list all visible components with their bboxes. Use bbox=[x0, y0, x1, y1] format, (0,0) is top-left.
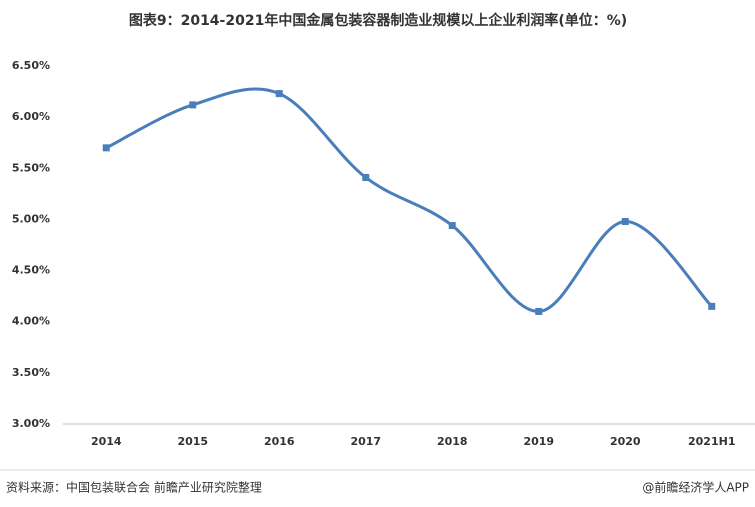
x-tick-label: 2017 bbox=[350, 435, 381, 448]
x-tick-label: 2016 bbox=[264, 435, 295, 448]
y-tick-label: 3.00% bbox=[12, 417, 50, 430]
source: 资料来源：中国包装联合会 前瞻产业研究院整理 bbox=[6, 480, 262, 495]
marker bbox=[708, 302, 716, 310]
credit: @前瞻经济学人APP bbox=[642, 480, 749, 495]
marker bbox=[362, 173, 370, 181]
x-tick-label: 2015 bbox=[177, 435, 208, 448]
y-tick-label: 6.00% bbox=[12, 110, 50, 123]
marker bbox=[275, 90, 283, 98]
line bbox=[105, 87, 713, 313]
marker bbox=[189, 101, 197, 109]
x-tick-label: 2018 bbox=[437, 435, 468, 448]
y-tick-label: 6.50% bbox=[12, 59, 50, 72]
y-tick-label: 5.00% bbox=[12, 212, 50, 225]
marker bbox=[102, 144, 110, 152]
marker bbox=[448, 222, 456, 230]
x-tick-label: 2021H1 bbox=[688, 435, 735, 448]
chart-title: 图表9：2014-2021年中国金属包装容器制造业规模以上企业利润率(单位：%) bbox=[129, 12, 627, 29]
x-tick-label: 2014 bbox=[91, 435, 122, 448]
marker bbox=[621, 217, 629, 225]
y-tick-label: 3.50% bbox=[12, 366, 50, 379]
y-tick-label: 4.00% bbox=[12, 315, 50, 328]
x-tick-label: 2020 bbox=[610, 435, 641, 448]
y-tick-label: 5.50% bbox=[12, 161, 50, 174]
x-tick-label: 2019 bbox=[523, 435, 554, 448]
marker bbox=[535, 307, 543, 315]
y-tick-label: 4.50% bbox=[12, 264, 50, 277]
